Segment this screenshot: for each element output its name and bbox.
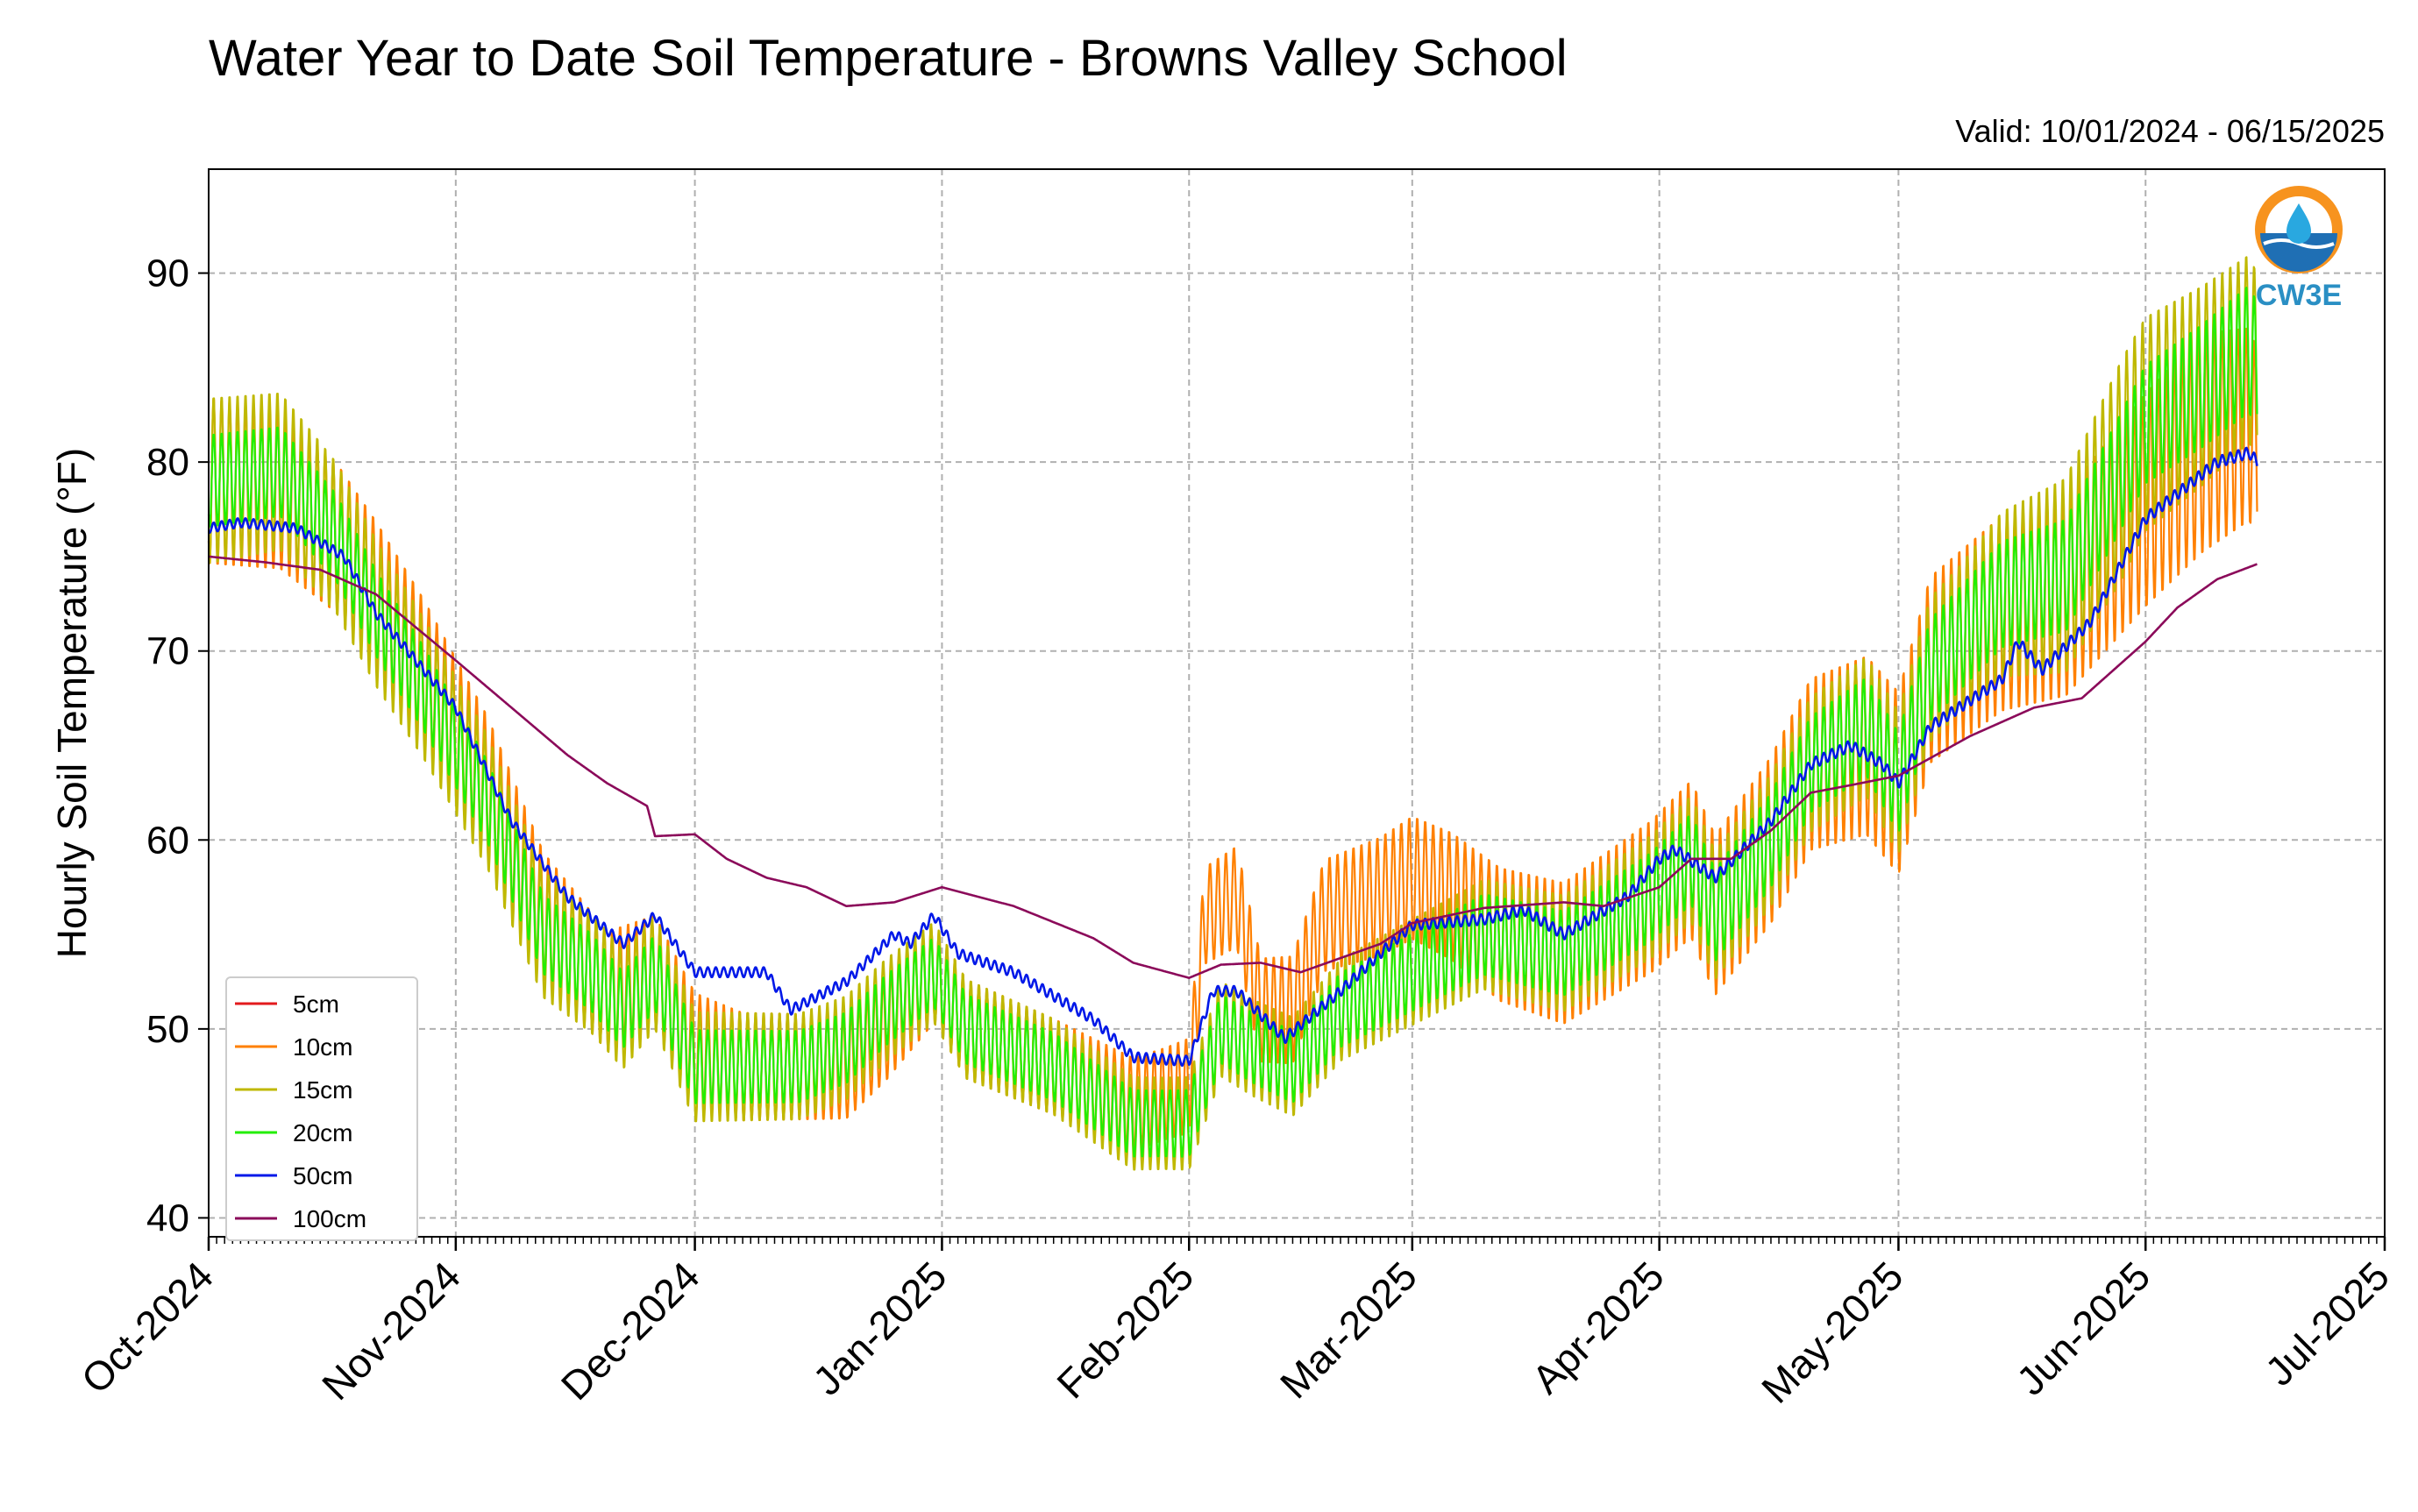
water-drop-icon [2286,203,2311,244]
series-line-100cm [208,555,2258,979]
legend-label-10cm: 10cm [293,1033,352,1061]
series-line-20cm [207,287,2258,1158]
valid-date-range: Valid: 10/01/2024 - 06/15/2025 [1955,113,2385,149]
x-tick-label-1: Nov-2024 [313,1253,469,1409]
x-tick-label-6: Apr-2025 [1523,1253,1673,1402]
y-tick-label-3: 70 [146,630,189,673]
legend-label-50cm: 50cm [293,1162,352,1189]
x-tick-label-0: Oct-2024 [73,1253,223,1402]
logo-text: CW3E [2256,279,2342,312]
series-line-50cm [207,446,2258,1067]
x-tick-label-5: Mar-2025 [1271,1253,1426,1407]
y-tick-label-2: 60 [146,819,189,862]
y-tick-label-0: 40 [146,1196,189,1239]
x-tick-label-2: Dec-2024 [552,1253,708,1409]
x-tick-label-8: Jun-2025 [2008,1253,2158,1403]
legend-label-100cm: 100cm [293,1205,366,1232]
x-tick-label-7: May-2025 [1753,1253,1911,1411]
legend-label-20cm: 20cm [293,1119,352,1146]
y-tick-label-4: 80 [146,441,189,484]
x-tick-label-9: Jul-2025 [2257,1253,2399,1395]
logo-water [2260,233,2337,272]
x-tick-label-3: Jan-2025 [804,1253,955,1403]
legend-label-5cm: 5cm [293,990,339,1018]
chart-title: Water Year to Date Soil Temperature - Br… [209,30,1568,87]
y-tick-label-5: 90 [146,252,189,295]
axes: 40 50 60 70 80 90 Oct-2024 Nov-2024 Dec-2024 Jan-… [73,252,2399,1412]
y-axis-label: Hourly Soil Temperature (°F) [49,448,95,959]
x-tick-label-4: Feb-2025 [1048,1253,1202,1407]
series-layer [207,256,2258,1171]
plot-frame [208,168,2386,1238]
y-tick-label-1: 50 [146,1008,189,1051]
legend-label-15cm: 15cm [293,1076,352,1104]
cw3e-logo: CW3E [2255,186,2343,312]
legend: 5cm 10cm 15cm 20cm 50cm 100cm [225,976,418,1241]
